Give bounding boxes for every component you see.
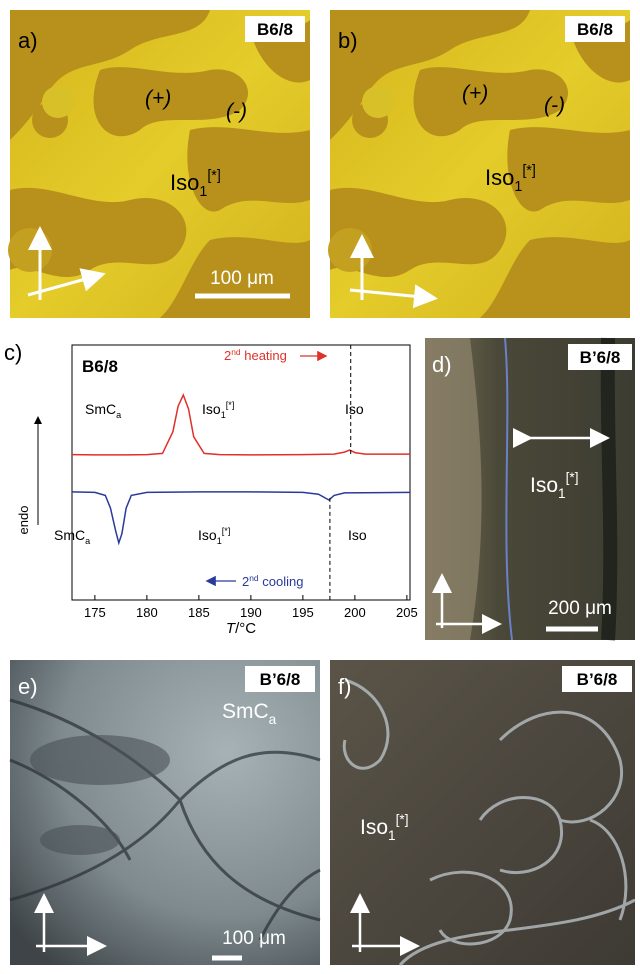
region-label: Iso1[*] <box>202 400 234 420</box>
panel-e: e) B’6/8 SmCa 100 μm <box>10 660 320 965</box>
t: [*] <box>566 470 579 485</box>
panel-d: d) B’6/8 Iso1[*] 200 μm <box>425 338 635 640</box>
sample-tag: B6/8 <box>257 20 293 39</box>
figure: a) B6/8 (+) (-) Iso1[*] 100 μm b) B6/8 (… <box>0 0 640 974</box>
phase-label: SmCa <box>222 700 277 727</box>
x-axis-label: T/°C <box>226 620 256 637</box>
t: heating <box>241 348 287 363</box>
t: SmC <box>85 401 116 417</box>
t: Iso <box>198 527 217 543</box>
panel-f: f) B’6/8 Iso1[*] <box>330 660 635 965</box>
sign: (-) <box>544 94 565 117</box>
plot-frame <box>72 345 410 600</box>
panel-label: d) <box>432 352 452 377</box>
t: a <box>269 712 277 727</box>
t: a <box>116 410 122 420</box>
t: nd <box>249 573 259 583</box>
t: Iso <box>485 165 514 190</box>
t: /°C <box>235 620 256 637</box>
t: Iso <box>170 170 199 195</box>
t: 1 <box>199 184 207 200</box>
t: [*] <box>207 168 221 184</box>
panel-a: a) B6/8 (+) (-) Iso1[*] 100 μm <box>8 10 310 318</box>
t: [*] <box>222 526 231 536</box>
t: 2 <box>242 574 249 589</box>
x-tick-label: 195 <box>292 605 314 620</box>
legend-entry: 2nd heating <box>224 347 287 363</box>
x-tick-label: 175 <box>84 605 106 620</box>
panel-label: e) <box>18 674 38 699</box>
t: Iso <box>202 401 221 417</box>
x-tick-label: 185 <box>188 605 210 620</box>
micrograph <box>330 660 635 965</box>
t: 1 <box>388 828 396 843</box>
x-tick-label: 190 <box>240 605 262 620</box>
sign: (-) <box>226 100 247 123</box>
sample-tag: B’6/8 <box>260 670 301 689</box>
t: [*] <box>522 163 536 179</box>
sign: (+) <box>462 82 488 105</box>
sample-tag: B’6/8 <box>577 670 618 689</box>
sample-tag: B’6/8 <box>580 348 621 367</box>
t: [*] <box>396 812 409 827</box>
x-tick-label: 200 <box>344 605 366 620</box>
region-label: SmCa <box>54 527 91 546</box>
scale-text: 100 μm <box>222 928 286 949</box>
micrograph <box>10 660 320 965</box>
t: Iso <box>360 816 388 839</box>
x-tick-label: 180 <box>136 605 158 620</box>
y-axis-label: endo <box>16 506 31 535</box>
t: cooling <box>259 574 304 589</box>
page: a) B6/8 (+) (-) Iso1[*] 100 μm b) B6/8 (… <box>0 0 640 974</box>
panel-label: a) <box>18 28 38 53</box>
panel-c: c) B6/8 SmCa Iso1[*] Iso SmCa Iso1[*] Is… <box>4 340 418 637</box>
t: SmC <box>222 700 269 723</box>
panel-label: c) <box>4 340 22 365</box>
t: SmC <box>54 527 85 543</box>
region-label: Iso <box>348 527 367 543</box>
t: [*] <box>226 400 235 410</box>
edge <box>608 338 611 640</box>
scale-text: 200 μm <box>548 598 612 619</box>
region-label: SmCa <box>85 401 122 420</box>
scale-text: 100 μm <box>210 268 274 289</box>
panel-b: b) B6/8 (+) (-) Iso1[*] <box>328 10 630 318</box>
region-label: Iso <box>345 401 364 417</box>
sample-tag: B6/8 <box>577 20 613 39</box>
t: 1 <box>221 410 226 420</box>
sign: (+) <box>145 87 171 110</box>
panel-label: b) <box>338 28 358 53</box>
x-tick-label: 205 <box>396 605 418 620</box>
t: 2 <box>224 348 231 363</box>
panel-label: f) <box>338 674 351 699</box>
micrograph <box>328 10 630 318</box>
texture <box>425 338 482 640</box>
region-label: Iso1[*] <box>198 526 230 546</box>
t: 1 <box>514 179 522 195</box>
t: Iso <box>530 474 558 497</box>
t: 1 <box>217 536 222 546</box>
chart-title: B6/8 <box>82 357 118 376</box>
t: a <box>85 536 91 546</box>
t: 1 <box>558 486 566 501</box>
t: nd <box>231 347 241 357</box>
legend-entry: 2nd cooling <box>242 573 303 589</box>
